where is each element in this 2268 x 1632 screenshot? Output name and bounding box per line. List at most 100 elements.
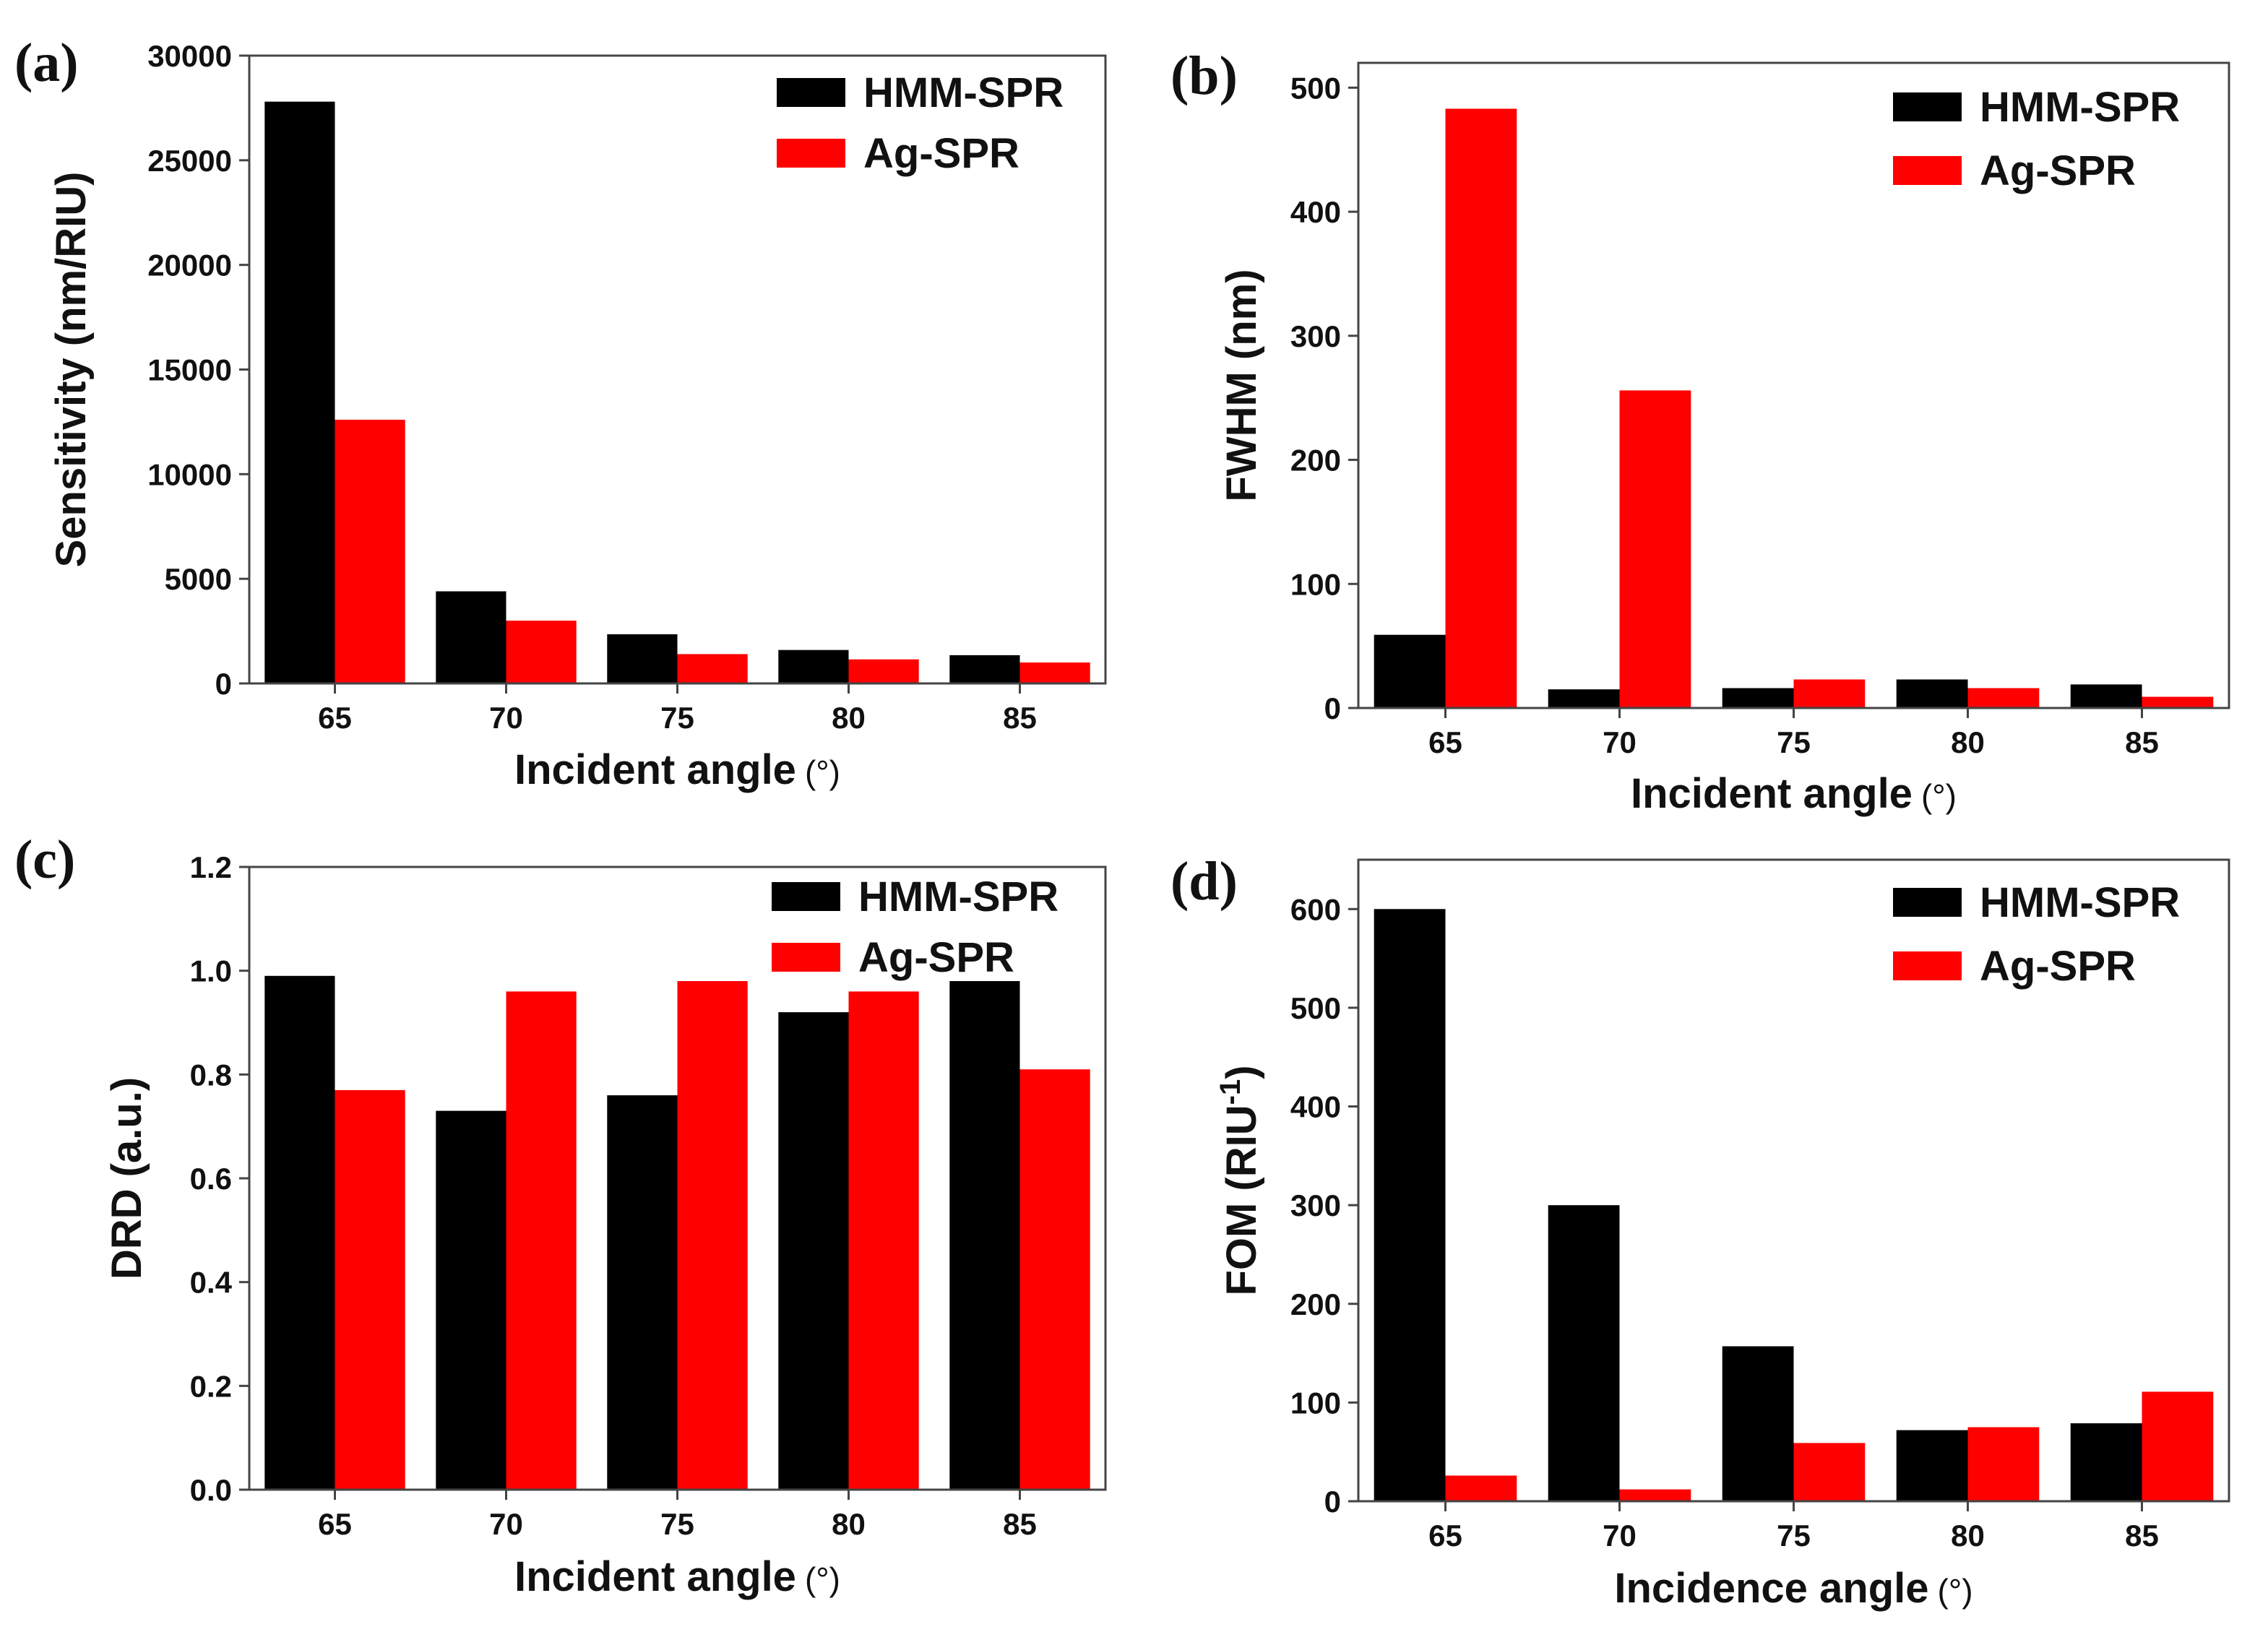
y-tick-label: 1.2 (190, 850, 232, 884)
x-axis-title: Incidence angle (°) (1614, 1565, 1972, 1612)
y-axis-title: Sensitivity (nm/RIU) (48, 172, 95, 568)
legend-label-hmm-spr: HMM-SPR (858, 873, 1058, 920)
x-axis-title: Incident angle (°) (1631, 770, 1957, 817)
y-axis-title-text: FOM (RIU (1218, 1105, 1265, 1295)
bar-hmm-spr-75 (1722, 688, 1794, 708)
legend-label-ag-spr: Ag-SPR (1980, 147, 2136, 194)
bar-ag-spr-75 (677, 654, 748, 683)
x-tick-label: 70 (489, 701, 523, 735)
y-axis-title-close: ) (1218, 1065, 1265, 1079)
y-tick-label: 500 (1290, 71, 1341, 105)
panel-label: (c) (14, 829, 75, 890)
x-axis-title-text: Incident angle (514, 1553, 796, 1600)
bar-ag-spr-75 (1793, 679, 1866, 708)
y-tick-label: 10000 (147, 457, 232, 491)
bar-hmm-spr-85 (949, 655, 1020, 683)
x-tick-label: 80 (832, 701, 866, 735)
legend-label-ag-spr: Ag-SPR (1980, 943, 2136, 990)
x-tick-label: 75 (1777, 725, 1811, 759)
bar-ag-spr-65 (335, 1089, 405, 1490)
x-tick-label: 65 (1428, 725, 1462, 759)
bar-hmm-spr-70 (436, 591, 506, 683)
bar-hmm-spr-65 (1374, 634, 1446, 708)
bar-hmm-spr-85 (2070, 1423, 2142, 1501)
bar-hmm-spr-70 (1548, 1205, 1620, 1501)
y-axis-title: DRD (a.u.) (103, 1077, 150, 1279)
y-axis-title: FWHM (nm) (1218, 269, 1265, 501)
legend-swatch-hmm-spr (777, 78, 845, 107)
x-tick-label: 65 (1428, 1519, 1462, 1553)
y-tick-label: 0.8 (190, 1058, 232, 1092)
bar-hmm-spr-75 (1722, 1346, 1794, 1501)
legend-swatch-ag-spr (777, 139, 845, 168)
bar-ag-spr-80 (1967, 688, 2040, 708)
y-tick-label: 0.6 (190, 1162, 232, 1196)
bar-hmm-spr-80 (1896, 679, 1968, 708)
x-tick-label: 80 (1951, 1519, 1985, 1553)
chart-panel-c: (c) 0.0 0.2 0.4 0.6 0.8 1.0 1.2 65 70 75 80 85 Incide… (14, 829, 1107, 1600)
bar-ag-spr-85 (2142, 1391, 2214, 1501)
bar-ag-spr-85 (2142, 696, 2214, 708)
y-tick-label: 300 (1290, 319, 1341, 353)
panel-label: (b) (1170, 46, 1238, 106)
y-tick-label: 300 (1290, 1188, 1341, 1222)
bar-hmm-spr-85 (2070, 684, 2142, 708)
bar-hmm-spr-80 (778, 1012, 849, 1490)
y-tick-label: 600 (1290, 892, 1341, 926)
legend-label-hmm-spr: HMM-SPR (863, 69, 1064, 116)
x-axis-title-unit: (°) (1921, 777, 1957, 815)
y-tick-label: 1.0 (190, 954, 232, 988)
y-tick-label: 0 (1324, 1485, 1341, 1519)
legend-label-ag-spr: Ag-SPR (863, 130, 1019, 177)
legend-swatch-ag-spr (1893, 951, 1962, 980)
y-tick-label: 400 (1290, 195, 1341, 229)
legend-swatch-ag-spr (772, 943, 840, 972)
y-tick-label: 5000 (165, 562, 232, 596)
bar-hmm-spr-80 (778, 649, 849, 683)
bar-ag-spr-85 (1019, 662, 1090, 683)
x-tick-label: 85 (1003, 701, 1037, 735)
x-tick-label: 65 (318, 1507, 352, 1541)
y-tick-label: 200 (1290, 1287, 1341, 1321)
y-axis-title-superscript: -1 (1215, 1079, 1246, 1105)
x-tick-label: 85 (1003, 1507, 1037, 1541)
x-tick-label: 75 (660, 1507, 694, 1541)
x-axis-title-unit: (°) (805, 1560, 840, 1598)
y-axis-title: FOM (RIU-1) (1215, 1065, 1265, 1295)
chart-panel-a: (a) 0 5000 10000 15000 20000 25000 30000 65 70 75 8… (14, 33, 1107, 793)
bar-hmm-spr-70 (1548, 689, 1620, 708)
bar-ag-spr-65 (1445, 1475, 1517, 1501)
legend-swatch-ag-spr (1893, 156, 1962, 185)
bar-hmm-spr-85 (949, 981, 1020, 1490)
y-tick-label: 25000 (147, 144, 232, 178)
y-tick-label: 0 (215, 667, 232, 701)
x-tick-label: 85 (2125, 725, 2159, 759)
bar-ag-spr-80 (848, 659, 919, 683)
x-axis-title-text: Incidence angle (1614, 1565, 1928, 1612)
x-tick-label: 75 (660, 701, 694, 735)
y-tick-label: 0 (1324, 691, 1341, 725)
bar-hmm-spr-65 (264, 975, 335, 1490)
y-tick-label: 0.2 (190, 1369, 232, 1403)
panel-label: (a) (14, 33, 79, 93)
legend-swatch-hmm-spr (1893, 92, 1962, 121)
y-tick-label: 200 (1290, 444, 1341, 478)
bar-ag-spr-65 (335, 420, 405, 683)
bar-hmm-spr-75 (607, 1095, 678, 1490)
y-tick-label: 0.0 (190, 1473, 232, 1507)
bar-hmm-spr-65 (1374, 909, 1446, 1501)
legend-swatch-hmm-spr (1893, 888, 1962, 917)
bar-ag-spr-75 (677, 981, 748, 1490)
x-axis-title: Incident angle (°) (514, 746, 840, 793)
legend-label-hmm-spr: HMM-SPR (1980, 879, 2180, 926)
x-tick-label: 80 (1951, 725, 1985, 759)
bar-ag-spr-65 (1445, 108, 1517, 708)
y-tick-label: 0.4 (190, 1266, 233, 1300)
y-tick-label: 15000 (147, 353, 232, 387)
legend-swatch-hmm-spr (772, 882, 840, 911)
bar-ag-spr-80 (1967, 1427, 2040, 1501)
x-tick-label: 75 (1777, 1519, 1811, 1553)
x-tick-label: 65 (318, 701, 352, 735)
x-axis-title-unit: (°) (805, 754, 840, 791)
